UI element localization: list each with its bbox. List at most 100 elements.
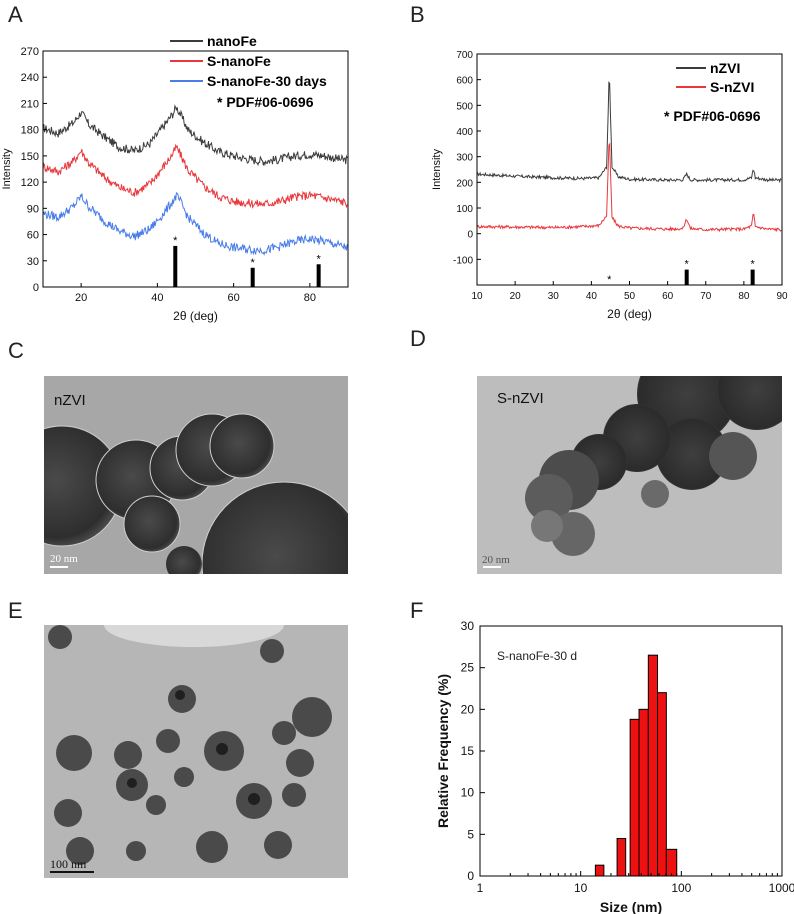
y-tick-label: 5 <box>467 827 474 841</box>
y-tick-label: 270 <box>21 46 39 58</box>
y-tick-label: 0 <box>33 282 39 294</box>
y-tick-label: 150 <box>21 151 39 163</box>
x-tick-label: 10 <box>574 881 588 895</box>
series-line-s-nanofe <box>42 143 348 209</box>
y-tick-label: 240 <box>21 72 39 84</box>
y-tick-label: 90 <box>27 203 39 215</box>
y-tick-label: 60 <box>27 230 39 242</box>
y-tick-label: 300 <box>456 153 473 164</box>
y-axis-label: Intensity <box>431 149 443 190</box>
y-tick-label: 100 <box>456 204 473 215</box>
histogram-bar <box>657 692 667 877</box>
x-tick-label: 80 <box>304 292 316 304</box>
scale-bar <box>50 871 94 873</box>
panel-label-b: B <box>410 2 425 27</box>
x-tick-label: 70 <box>700 291 712 302</box>
y-axis-label: Relative Frequency (%) <box>435 674 451 828</box>
x-tick-label: 1000 <box>769 881 794 895</box>
x-tick-label: 10 <box>471 291 483 302</box>
y-tick-label: 30 <box>27 256 39 268</box>
x-axis-label: Size (nm) <box>600 899 662 914</box>
reference-asterisk: * <box>607 274 612 286</box>
x-tick-label: 60 <box>662 291 674 302</box>
x-tick-label: 100 <box>671 881 691 895</box>
y-tick-label: 700 <box>456 50 473 61</box>
y-tick-label: 30 <box>461 619 475 633</box>
x-tick-label: 80 <box>738 291 750 302</box>
y-tick-label: 10 <box>461 786 475 800</box>
panel-label-d: D <box>410 326 426 351</box>
histogram-bar <box>647 654 659 877</box>
x-tick-label: 30 <box>548 291 560 302</box>
reference-asterisk: * <box>751 259 756 271</box>
tem-label-s-nzvi: S-nZVI <box>497 390 544 407</box>
tem-image-s-nanofe-30d: 100 nm <box>44 625 348 878</box>
series-line-nzvi <box>477 81 782 184</box>
tem-particles-s-nzvi <box>525 376 782 556</box>
reference-asterisk: * <box>685 259 690 271</box>
histogram-bar <box>638 708 649 877</box>
scale-bar <box>50 566 68 568</box>
x-tick-label: 40 <box>151 292 163 304</box>
panel-label-c: C <box>8 338 24 363</box>
y-tick-label: 200 <box>456 178 473 189</box>
legend-label: S-nanoFe <box>207 53 271 69</box>
reference-stick <box>750 269 755 285</box>
scale-bar-label: 20 nm <box>50 553 78 565</box>
y-tick-label: 210 <box>21 98 39 110</box>
reference-asterisk: * <box>251 257 256 269</box>
tem-image-s-nzvi: S-nZVI 20 nm <box>477 376 782 574</box>
y-axis-label: Intensity <box>1 148 13 189</box>
x-axis-label: 2θ (deg) <box>173 309 218 323</box>
plot-frame <box>42 50 349 288</box>
x-tick-label: 20 <box>510 291 522 302</box>
tem-label-nzvi: nZVI <box>54 392 86 409</box>
reference-stick <box>173 245 178 287</box>
legend-reference-label: * PDF#06-0696 <box>664 108 761 124</box>
x-tick-label: 20 <box>75 292 87 304</box>
x-tick-label: 50 <box>624 291 636 302</box>
scale-bar-label: 20 nm <box>482 554 510 566</box>
y-tick-label: 0 <box>467 230 473 241</box>
reference-asterisk: * <box>173 235 178 247</box>
y-tick-label: 500 <box>456 101 473 112</box>
histogram-bar <box>665 848 678 877</box>
legend-label: S-nZVI <box>710 79 754 95</box>
x-tick-label: 90 <box>776 291 788 302</box>
panel-label-a: A <box>8 2 23 27</box>
tem-particles-nzvi <box>44 413 348 574</box>
scale-bar-label: 100 nm <box>50 857 87 871</box>
series-line-s-nanofe-30-days <box>42 191 348 256</box>
reference-stick <box>684 269 689 285</box>
tem-image-nzvi: nZVI 20 nm <box>44 376 348 574</box>
x-tick-label: 60 <box>228 292 240 304</box>
y-tick-label: 180 <box>21 125 39 137</box>
legend-label: nanoFe <box>207 33 257 49</box>
reference-asterisk: * <box>317 253 322 265</box>
histogram-bar <box>616 838 627 877</box>
histogram-bar <box>629 718 640 877</box>
scale-bar <box>483 566 501 568</box>
x-axis-label: 2θ (deg) <box>607 307 652 321</box>
panel-label-e: E <box>8 598 23 623</box>
y-tick-label: 20 <box>461 702 475 716</box>
histogram-bar <box>594 864 605 877</box>
legend-reference-label: * PDF#06-0696 <box>217 94 314 110</box>
series-line-nanofe <box>43 104 348 167</box>
legend-label: nZVI <box>710 60 740 76</box>
y-tick-label: 400 <box>456 127 473 138</box>
x-tick-label: 40 <box>586 291 598 302</box>
panel-label-f: F <box>410 598 424 623</box>
reference-stick <box>250 267 255 287</box>
chart-title: S-nanoFe-30 d <box>497 649 577 663</box>
reference-stick <box>316 264 321 287</box>
y-tick-label: 120 <box>21 177 39 189</box>
x-tick-label: 1 <box>477 881 484 895</box>
y-tick-label: 15 <box>461 744 475 758</box>
y-tick-label: 25 <box>461 661 475 675</box>
y-tick-label: 0 <box>467 869 474 883</box>
y-tick-label: 600 <box>456 76 473 87</box>
